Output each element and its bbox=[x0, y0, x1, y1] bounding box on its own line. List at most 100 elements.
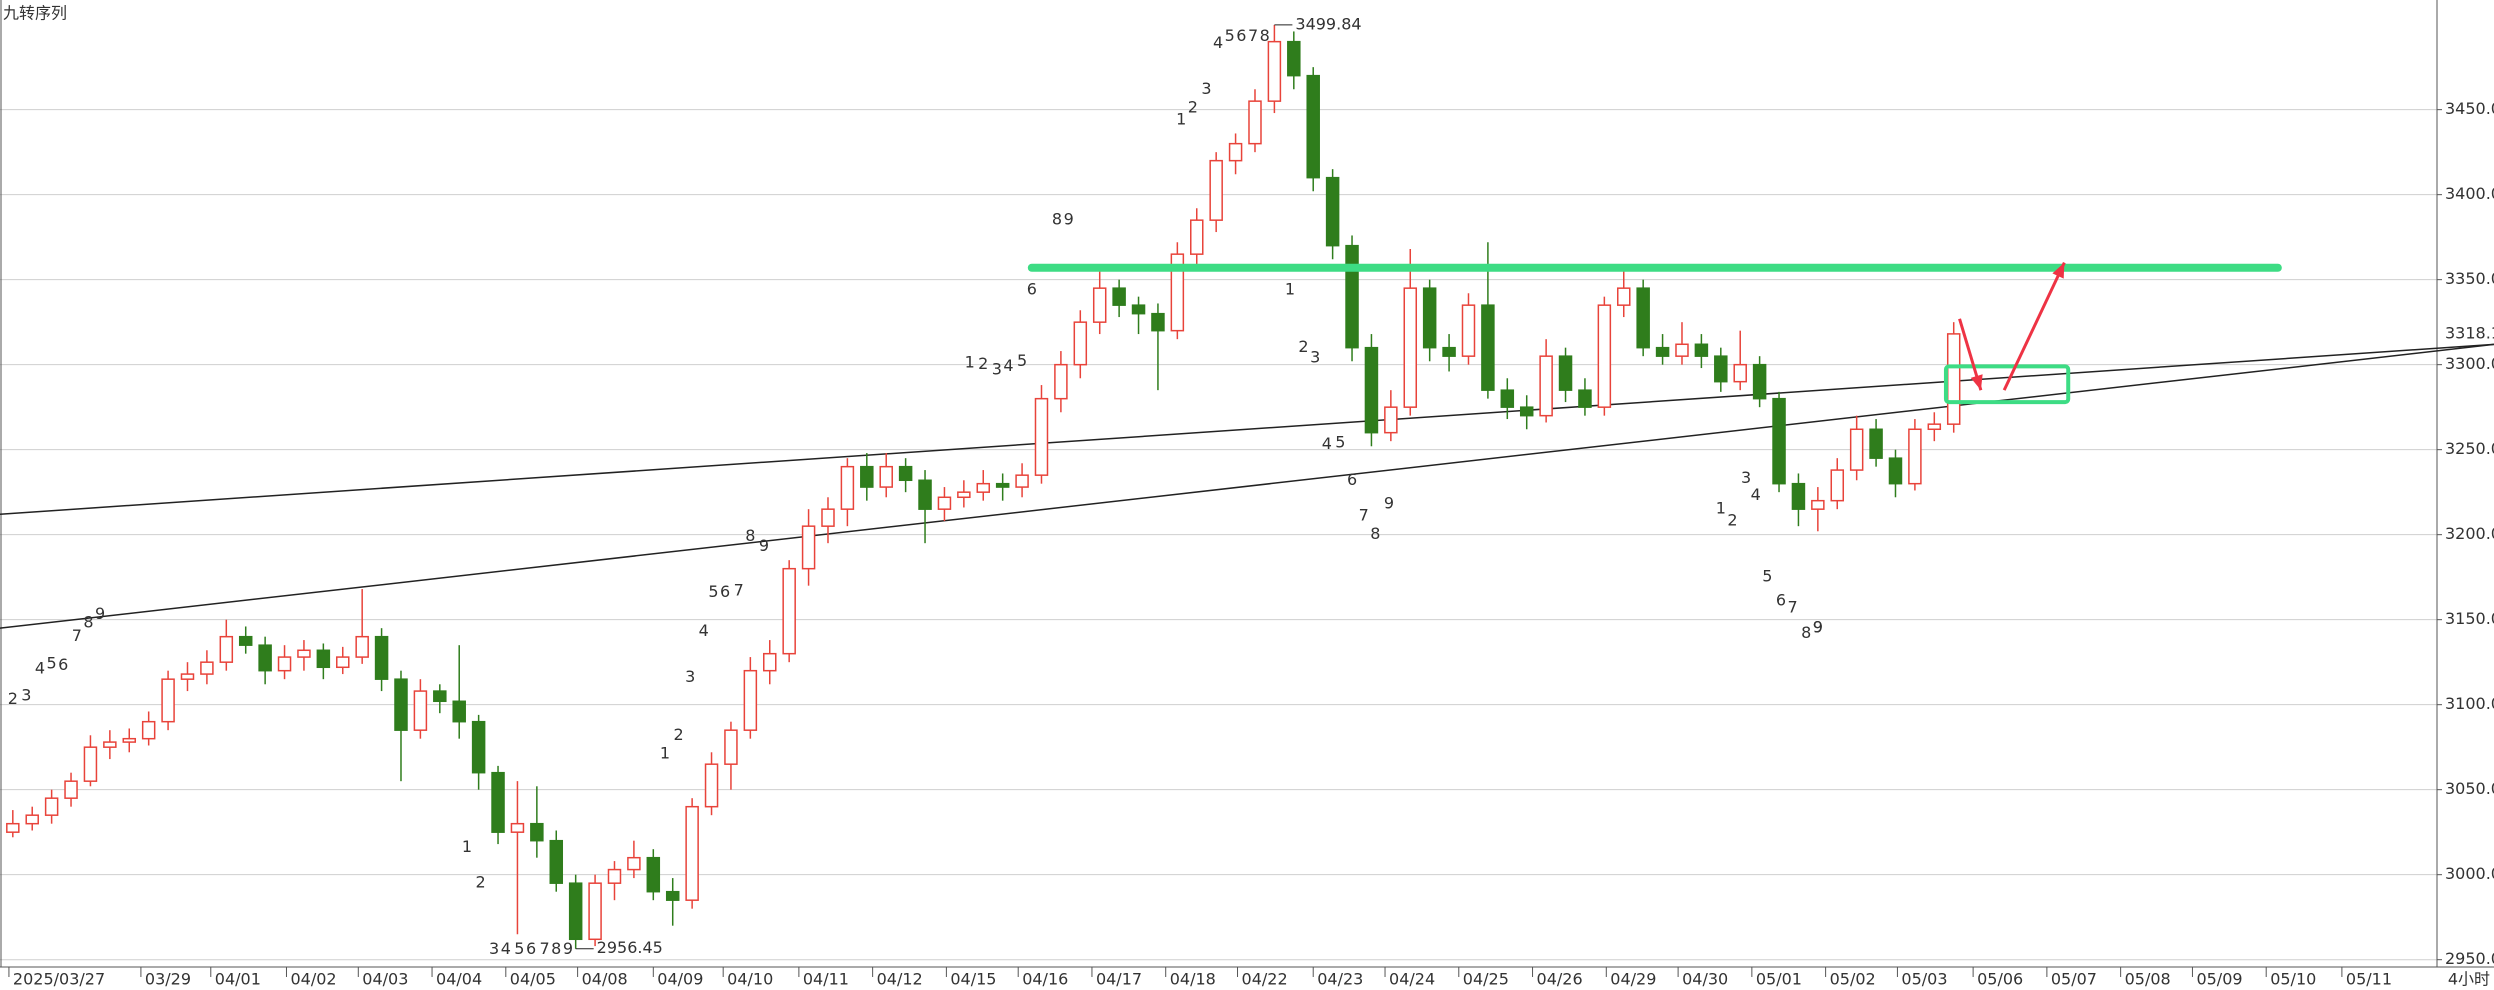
candle-body bbox=[394, 678, 408, 731]
candle-body bbox=[937, 496, 952, 510]
y-tick-label: 3200.00 bbox=[2445, 524, 2494, 543]
candle-body bbox=[1325, 176, 1340, 247]
candle-body bbox=[1849, 428, 1864, 471]
candle-body bbox=[627, 856, 641, 871]
candle-body bbox=[277, 656, 292, 672]
highlight-box bbox=[1943, 364, 2071, 405]
candle-body bbox=[1869, 428, 1883, 459]
td-label: 1 bbox=[1285, 279, 1295, 298]
td-label: 1 bbox=[1176, 109, 1186, 128]
td-label: 7 bbox=[1788, 597, 1798, 616]
y-tick-label: 3400.00 bbox=[2445, 184, 2494, 203]
candle-body bbox=[1519, 406, 1534, 417]
candle-body bbox=[1752, 363, 1767, 400]
candle-body bbox=[1655, 346, 1670, 357]
trend-line bbox=[0, 343, 2494, 516]
candle-body bbox=[180, 673, 195, 680]
td-label: 3 bbox=[489, 939, 499, 958]
timeframe: 4小时 bbox=[2448, 970, 2490, 989]
candle-body bbox=[665, 890, 680, 901]
td-label: 6 bbox=[526, 939, 536, 958]
td-label: 4 bbox=[35, 658, 45, 677]
td-label: 7 bbox=[1359, 505, 1369, 524]
td-label: 8 bbox=[1370, 524, 1380, 543]
candle-body bbox=[957, 491, 971, 499]
td-label: 7 bbox=[734, 580, 744, 599]
td-label: 1 bbox=[462, 837, 472, 856]
x-tick-label: 05/11 bbox=[2346, 970, 2392, 989]
td-label: 2 bbox=[978, 354, 988, 373]
x-tick-label: 05/08 bbox=[2125, 970, 2171, 989]
y-tick-label: 3150.00 bbox=[2445, 609, 2494, 628]
candle-body bbox=[840, 465, 855, 510]
y-tick-label: 3100.00 bbox=[2445, 694, 2494, 713]
candle-body bbox=[1558, 355, 1573, 391]
td-label: 6 bbox=[1347, 470, 1357, 489]
candle-body bbox=[976, 482, 991, 493]
candle-body bbox=[297, 649, 311, 658]
candle-body bbox=[6, 822, 20, 833]
candle-body bbox=[1073, 321, 1088, 366]
y-tick-label: 2950.00 bbox=[2445, 949, 2494, 968]
candle-body bbox=[1034, 397, 1049, 476]
candle-body bbox=[316, 649, 331, 669]
x-tick-label: 04/08 bbox=[582, 970, 628, 989]
td-label: 5 bbox=[514, 939, 524, 958]
candle-body bbox=[491, 771, 505, 833]
x-tick-label: 05/01 bbox=[1756, 970, 1802, 989]
td-label: 1 bbox=[660, 743, 670, 762]
candle-body bbox=[724, 729, 738, 765]
x-tick-label: 05/06 bbox=[1977, 970, 2023, 989]
candle-body bbox=[1190, 219, 1204, 255]
candle-body bbox=[1539, 355, 1553, 417]
x-tick-label: 04/29 bbox=[1610, 970, 1656, 989]
candle-body bbox=[1888, 457, 1903, 485]
candle-body bbox=[433, 690, 447, 703]
candle-body bbox=[1092, 287, 1107, 323]
x-tick-label: 04/23 bbox=[1317, 970, 1363, 989]
candle-body bbox=[898, 465, 913, 482]
td-label: 9 bbox=[563, 939, 573, 958]
x-tick-label: 04/12 bbox=[877, 970, 923, 989]
candle-body bbox=[743, 669, 758, 731]
x-tick-label: 04/22 bbox=[1242, 970, 1288, 989]
x-tick-label: 04/09 bbox=[657, 970, 703, 989]
arrow-line bbox=[2002, 262, 2066, 391]
candle-body bbox=[530, 822, 544, 842]
x-tick-label: 04/26 bbox=[1537, 970, 1583, 989]
x-tick-label: 04/11 bbox=[803, 970, 849, 989]
candle-body bbox=[413, 690, 428, 731]
td-label: 5 bbox=[1225, 26, 1235, 45]
td-label: 8 bbox=[1801, 623, 1811, 642]
td-label: 9 bbox=[759, 536, 769, 555]
candle-body bbox=[549, 839, 564, 884]
candle-body bbox=[1946, 333, 1961, 425]
x-tick-label: 04/24 bbox=[1389, 970, 1435, 989]
candle-body bbox=[1830, 469, 1845, 502]
td-label: 1 bbox=[1716, 499, 1726, 518]
td-label: 8 bbox=[1260, 26, 1270, 45]
x-tick-label: 04/16 bbox=[1022, 970, 1068, 989]
candle-body bbox=[374, 635, 389, 680]
candle-body bbox=[1345, 244, 1359, 349]
candle-body bbox=[1597, 304, 1612, 408]
td-label: 3 bbox=[1201, 79, 1211, 98]
x-tick-label: 04/30 bbox=[1682, 970, 1728, 989]
candle-body bbox=[1403, 287, 1418, 408]
x-tick-label: 04/10 bbox=[727, 970, 773, 989]
candle-body bbox=[1170, 253, 1185, 332]
trend-line bbox=[0, 343, 2494, 629]
x-tick-label: 04/03 bbox=[362, 970, 408, 989]
x-tick-label: 05/09 bbox=[2196, 970, 2242, 989]
candle-body bbox=[103, 741, 117, 748]
td-label: 7 bbox=[1248, 26, 1258, 45]
chart-title: 九转序列 bbox=[3, 4, 67, 23]
candle-body bbox=[141, 720, 156, 740]
td-label: 6 bbox=[720, 582, 730, 601]
candle-body bbox=[821, 508, 835, 527]
candle-body bbox=[1287, 40, 1301, 77]
candle-body bbox=[1306, 74, 1320, 179]
candle-body bbox=[1733, 363, 1747, 383]
td-label: 3 bbox=[685, 667, 695, 686]
candle-body bbox=[471, 720, 486, 774]
